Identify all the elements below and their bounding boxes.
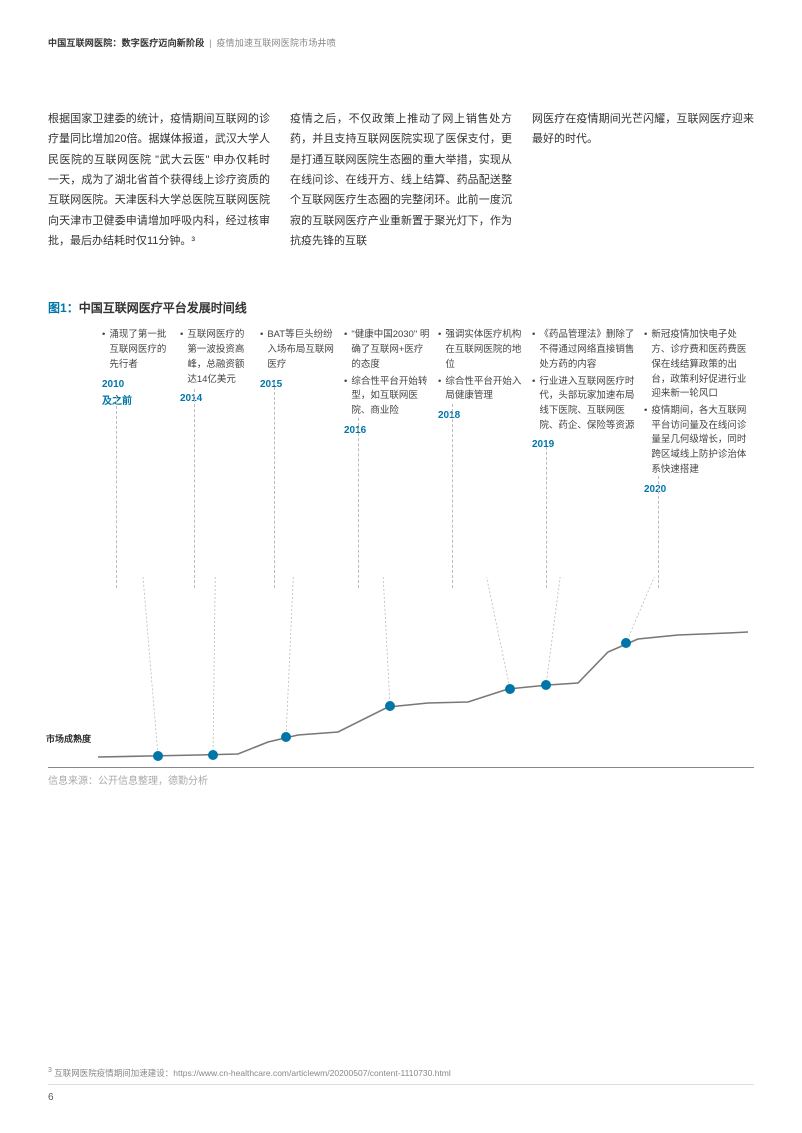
timeline-col-5: •《药品管理法》删除了不得通过网络直接销售处方药的内容•行业进入互联网医疗时代，…	[532, 328, 636, 453]
timeline-year: 2018	[438, 408, 524, 424]
timeline-bullet: •综合性平台开始转型，如互联网医院、商业险	[344, 375, 430, 419]
bullet-text: 《药品管理法》删除了不得通过网络直接销售处方药的内容	[539, 328, 636, 372]
figure-label: 图1	[48, 301, 67, 315]
timeline-year: 及之前	[102, 394, 174, 410]
bullet-text: 互联网医疗的第一波投资高峰，总融资额达14亿美元	[187, 328, 252, 387]
timeline-columns: •涌现了第一批互联网医疗的先行者2010及之前•互联网医疗的第一波投资高峰，总融…	[48, 328, 754, 588]
body-col-3: 网医疗在疫情期间光芒闪耀，互联网医疗迎来最好的时代。	[532, 109, 754, 251]
timeline-bullet: •行业进入互联网医疗时代，头部玩家加速布局线下医院、互联网医院、药企、保险等资源	[532, 375, 636, 434]
bullet-text: 疫情期间，各大互联网平台访问量及在线问诊量呈几何级增长，同时跨区域线上防护诊治体…	[651, 404, 752, 478]
timeline-year: 2016	[344, 423, 430, 439]
bullet-text: 综合性平台开始入局健康管理	[445, 375, 524, 404]
timeline-col-3: •"健康中国2030" 明确了互联网+医疗的态度•综合性平台开始转型，如互联网医…	[344, 328, 430, 438]
timeline-col-4: •强调实体医疗机构在互联网医院的地位•综合性平台开始入局健康管理2018	[438, 328, 524, 423]
bullet-dot: •	[644, 404, 647, 478]
timeline-col-1: •互联网医疗的第一波投资高峰，总融资额达14亿美元 2014	[180, 328, 252, 406]
footnote: 3 互联网医院疫情期间加速建设：https://www.cn-healthcar…	[48, 1067, 451, 1079]
leader-line	[546, 577, 568, 685]
header-subtitle: 疫情加速互联网医院市场井喷	[216, 38, 336, 48]
timeline-bullet: •综合性平台开始入局健康管理	[438, 375, 524, 404]
leader-stub	[274, 382, 275, 588]
footer-rule	[48, 1084, 754, 1085]
figure-name: 中国互联网医疗平台发展时间线	[79, 301, 247, 315]
figure-sep: ：	[67, 301, 79, 315]
leader-line	[626, 577, 680, 643]
timeline-bullet: •BAT等巨头纷纷入场布局互联网医疗	[260, 328, 338, 372]
bullet-dot: •	[438, 328, 441, 372]
timeline-bullet: •疫情期间，各大互联网平台访问量及在线问诊量呈几何级增长，同时跨区域线上防护诊治…	[644, 404, 752, 478]
timeline-marker	[385, 701, 395, 711]
header-breadcrumb: 中国互联网医院：数字医疗迈向新阶段 | 疫情加速互联网医院市场井喷	[48, 36, 754, 49]
leader-line	[138, 577, 158, 756]
timeline-col-0: •涌现了第一批互联网医疗的先行者 2010及之前	[102, 328, 174, 409]
leader-line	[286, 577, 296, 737]
source-line: 信息来源：公开信息整理，德勤分析	[48, 772, 754, 787]
timeline-bullet: •强调实体医疗机构在互联网医院的地位	[438, 328, 524, 372]
leader-stub	[546, 447, 547, 589]
timeline-bullet: •"健康中国2030" 明确了互联网+医疗的态度	[344, 328, 430, 372]
bullet-text: "健康中国2030" 明确了互联网+医疗的态度	[351, 328, 430, 372]
bullet-text: 新冠疫情加快电子处方、诊疗费和医药费医保在线结算政策的出台，政策利好促进行业迎来…	[651, 328, 752, 402]
timeline-marker	[281, 732, 291, 742]
bullet-text: 行业进入互联网医疗时代，头部玩家加速布局线下医院、互联网医院、药企、保险等资源	[539, 375, 636, 434]
timeline-bullet: •涌现了第一批互联网医疗的先行者	[102, 328, 174, 372]
timeline-bullet: •《药品管理法》删除了不得通过网络直接销售处方药的内容	[532, 328, 636, 372]
timeline-year: 2014	[180, 391, 252, 407]
timeline-bullet: •新冠疫情加快电子处方、诊疗费和医药费医保在线结算政策的出台，政策利好促进行业迎…	[644, 328, 752, 402]
leader-stub	[358, 418, 359, 588]
timeline-marker	[153, 751, 163, 761]
bullet-dot: •	[102, 328, 105, 372]
footnote-text: 互联网医院疫情期间加速建设：https://www.cn-healthcare.…	[52, 1068, 451, 1078]
bullet-dot: •	[260, 328, 263, 372]
leader-stub	[452, 404, 453, 589]
body-col-2: 疫情之后，不仅政策上推动了网上销售处方药，并且支持互联网医院实现了医保支付，更是…	[290, 109, 512, 251]
timeline-col-6: •新冠疫情加快电子处方、诊疗费和医药费医保在线结算政策的出台，政策利好促进行业迎…	[644, 328, 752, 497]
bullet-text: 涌现了第一批互联网医疗的先行者	[109, 328, 174, 372]
leader-line	[380, 577, 390, 706]
timeline-marker	[621, 638, 631, 648]
timeline-chart: •涌现了第一批互联网医疗的先行者2010及之前•互联网医疗的第一波投资高峰，总融…	[48, 328, 754, 768]
figure-title: 图1：中国互联网医疗平台发展时间线	[48, 299, 754, 316]
leader-stub	[194, 389, 195, 588]
page-number: 6	[48, 1092, 54, 1103]
bullet-dot: •	[344, 328, 347, 372]
bullet-dot: •	[344, 375, 347, 419]
bullet-text: 强调实体医疗机构在互联网医院的地位	[445, 328, 524, 372]
timeline-marker	[541, 680, 551, 690]
timeline-year: 2019	[532, 437, 636, 453]
chart-area: 市场成熟度	[48, 578, 754, 768]
body-text: 根据国家卫建委的统计，疫情期间互联网的诊疗量同比增加20倍。据媒体报道，武汉大学…	[48, 109, 754, 251]
maturity-curve	[98, 632, 748, 757]
body-col-1: 根据国家卫建委的统计，疫情期间互联网的诊疗量同比增加20倍。据媒体报道，武汉大学…	[48, 109, 270, 251]
leader-stub	[116, 396, 117, 588]
timeline-year: 2015	[260, 377, 338, 393]
bullet-text: BAT等巨头纷纷入场布局互联网医疗	[267, 328, 338, 372]
bullet-dot: •	[532, 328, 535, 372]
leader-stub	[658, 476, 659, 589]
timeline-year: 2020	[644, 482, 752, 498]
bullet-dot: •	[180, 328, 183, 387]
leader-line	[474, 577, 510, 689]
timeline-col-2: •BAT等巨头纷纷入场布局互联网医疗 2015	[260, 328, 338, 392]
maturity-curve-svg	[48, 577, 754, 767]
bullet-text: 综合性平台开始转型，如互联网医院、商业险	[351, 375, 430, 419]
timeline-marker	[505, 684, 515, 694]
header-sep: |	[206, 38, 214, 48]
header-title: 中国互联网医院：数字医疗迈向新阶段	[48, 38, 204, 48]
bullet-dot: •	[532, 375, 535, 434]
timeline-year: 2010	[102, 377, 174, 393]
bullet-dot: •	[644, 328, 647, 402]
leader-line	[213, 577, 216, 755]
bullet-dot: •	[438, 375, 441, 404]
timeline-marker	[208, 750, 218, 760]
timeline-bullet: •互联网医疗的第一波投资高峰，总融资额达14亿美元	[180, 328, 252, 387]
